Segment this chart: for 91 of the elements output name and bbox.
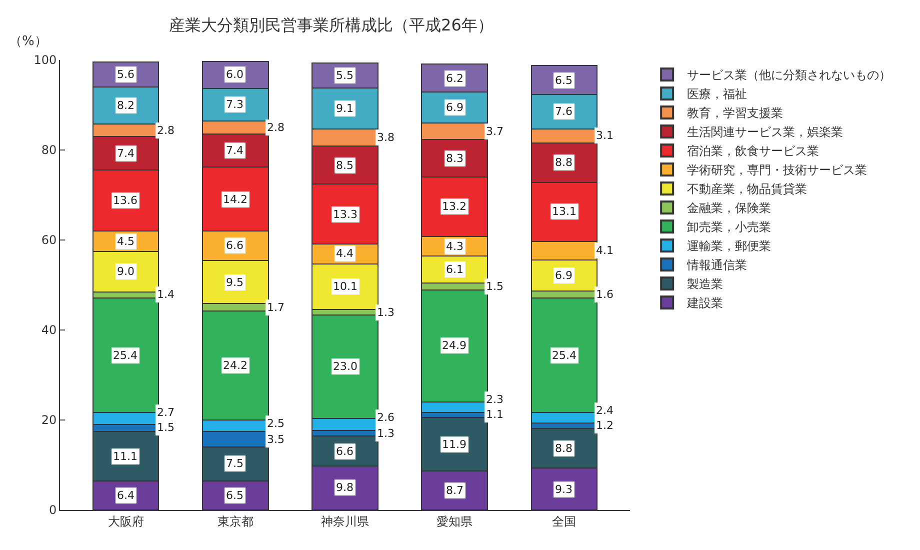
y-tick-label: 20	[41, 413, 57, 428]
data-label: 2.8	[267, 121, 284, 134]
data-label: 1.2	[596, 419, 614, 432]
x-tick-label: 大阪府	[108, 514, 144, 528]
data-label: 11.1	[113, 450, 138, 463]
data-label: 8.5	[336, 159, 354, 172]
data-label: 3.7	[486, 125, 504, 138]
data-label: 4.1	[596, 244, 614, 257]
legend-label: 金融業，保険業	[687, 201, 772, 216]
data-label: 13.6	[113, 194, 138, 207]
data-label: 8.3	[446, 152, 464, 165]
data-label: 5.6	[117, 68, 134, 81]
y-tick-label: 80	[41, 143, 57, 158]
data-label: 24.2	[223, 359, 248, 372]
legend-label: 生活関連サービス業，娯楽業	[687, 125, 844, 140]
data-label: 3.5	[267, 433, 284, 446]
data-label: 4.4	[336, 247, 354, 260]
data-label: 2.7	[157, 406, 174, 419]
legend-label: 教育，学習支援業	[687, 106, 784, 120]
chart-title: 産業大分類別民営事業所構成比（平成26年）	[169, 15, 494, 34]
x-tick-label: 全国	[552, 514, 576, 528]
data-label: 9.3	[555, 483, 572, 496]
y-tick-label: 60	[41, 233, 57, 248]
data-label: 6.2	[446, 72, 464, 85]
data-label: 8.8	[555, 442, 572, 455]
y-tick-label: 100	[34, 53, 57, 68]
data-label: 6.1	[446, 263, 464, 276]
data-label: 6.6	[226, 239, 244, 252]
data-label: 3.1	[596, 129, 614, 142]
data-label: 7.3	[226, 98, 244, 111]
x-tick-label: 愛知県	[436, 514, 473, 528]
data-label: 1.5	[486, 280, 504, 293]
data-label: 4.3	[446, 240, 464, 253]
data-label: 24.9	[442, 339, 466, 352]
data-label: 1.3	[377, 306, 394, 319]
data-label: 7.4	[117, 147, 134, 160]
data-label: 25.4	[113, 349, 138, 362]
data-label: 25.4	[552, 349, 576, 362]
legend-label: サービス業（他に分類されないもの）	[687, 68, 892, 82]
data-label: 4.5	[117, 235, 134, 248]
data-label: 2.8	[157, 124, 174, 137]
data-label: 9.8	[336, 481, 354, 494]
legend-label: 不動産業，物品賃貸業	[687, 182, 808, 196]
data-label: 7.5	[226, 457, 244, 470]
data-label: 1.1	[486, 408, 504, 421]
legend-label: 医療，福祉	[687, 87, 748, 102]
data-label: 23.0	[333, 360, 358, 373]
legend-label: 卸売業，小売業	[687, 220, 772, 234]
data-label: 6.0	[226, 68, 244, 81]
data-label: 2.3	[486, 393, 504, 406]
data-label: 8.2	[117, 99, 134, 112]
x-tick-label: 東京都	[217, 514, 254, 528]
y-axis-title: （%）	[9, 34, 48, 49]
data-label: 2.6	[377, 411, 394, 424]
legend-label: 情報通信業	[686, 258, 748, 272]
legend-label: 学術研究，専門・技術サービス業	[687, 163, 868, 178]
data-label: 2.4	[596, 404, 614, 417]
data-label: 6.9	[446, 101, 464, 114]
y-tick-label: 0	[48, 503, 57, 518]
data-label: 7.6	[555, 105, 572, 118]
data-label: 8.7	[446, 484, 464, 497]
data-label: 8.8	[555, 156, 572, 169]
data-label: 3.8	[377, 131, 394, 144]
data-label: 5.5	[336, 69, 354, 82]
data-label: 6.6	[336, 445, 354, 458]
data-label: 1.6	[596, 288, 614, 301]
data-label: 11.9	[442, 438, 466, 451]
data-label: 9.5	[226, 276, 244, 289]
data-label: 9.0	[117, 265, 134, 278]
data-label: 13.2	[442, 200, 466, 213]
data-label: 10.1	[333, 280, 358, 293]
x-tick-label: 神奈川県	[321, 514, 369, 528]
data-label: 13.1	[552, 205, 576, 218]
data-label: 6.5	[555, 74, 572, 87]
data-label: 1.3	[377, 427, 394, 440]
data-label: 13.3	[333, 208, 358, 221]
data-label: 2.5	[267, 417, 284, 430]
legend-label: 運輸業，郵便業	[687, 239, 772, 254]
legend-label: 製造業	[687, 277, 724, 292]
data-label: 1.7	[267, 301, 284, 314]
y-tick-label: 40	[41, 323, 57, 338]
legend-label: 建設業	[686, 296, 724, 310]
data-label: 6.9	[555, 269, 572, 282]
data-label: 7.4	[226, 144, 244, 157]
data-label: 1.4	[157, 288, 174, 301]
data-label: 6.4	[117, 489, 134, 502]
data-label: 6.5	[226, 489, 244, 502]
data-label: 9.1	[336, 102, 354, 115]
legend-label: 宿泊業，飲食サービス業	[687, 144, 820, 158]
data-label: 1.5	[157, 421, 174, 434]
data-label: 14.2	[223, 193, 248, 206]
